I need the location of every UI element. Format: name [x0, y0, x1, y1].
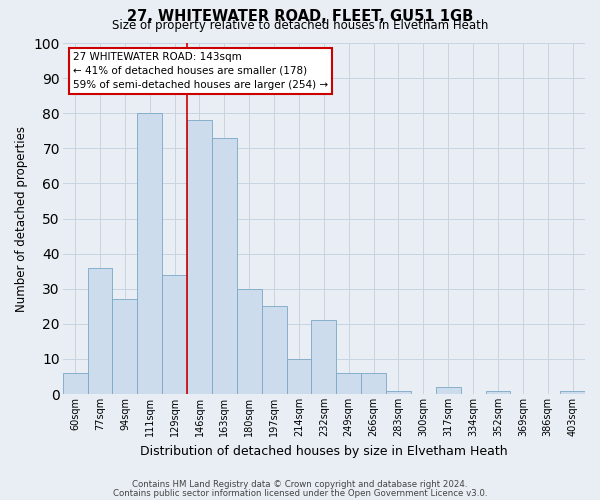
- Bar: [436, 387, 461, 394]
- Bar: [88, 268, 112, 394]
- Bar: [63, 373, 88, 394]
- Bar: [361, 373, 386, 394]
- Bar: [287, 359, 311, 394]
- Bar: [485, 390, 511, 394]
- Y-axis label: Number of detached properties: Number of detached properties: [15, 126, 28, 312]
- Text: 27 WHITEWATER ROAD: 143sqm
← 41% of detached houses are smaller (178)
59% of sem: 27 WHITEWATER ROAD: 143sqm ← 41% of deta…: [73, 52, 328, 90]
- Bar: [112, 299, 137, 394]
- Text: Contains HM Land Registry data © Crown copyright and database right 2024.: Contains HM Land Registry data © Crown c…: [132, 480, 468, 489]
- Bar: [560, 390, 585, 394]
- Bar: [187, 120, 212, 394]
- Bar: [237, 288, 262, 394]
- Bar: [162, 274, 187, 394]
- Text: Size of property relative to detached houses in Elvetham Heath: Size of property relative to detached ho…: [112, 19, 488, 32]
- Text: 27, WHITEWATER ROAD, FLEET, GU51 1GB: 27, WHITEWATER ROAD, FLEET, GU51 1GB: [127, 9, 473, 24]
- Bar: [336, 373, 361, 394]
- Bar: [386, 390, 411, 394]
- X-axis label: Distribution of detached houses by size in Elvetham Heath: Distribution of detached houses by size …: [140, 444, 508, 458]
- Bar: [137, 113, 162, 394]
- Bar: [311, 320, 336, 394]
- Text: Contains public sector information licensed under the Open Government Licence v3: Contains public sector information licen…: [113, 489, 487, 498]
- Bar: [212, 138, 237, 394]
- Bar: [262, 306, 287, 394]
